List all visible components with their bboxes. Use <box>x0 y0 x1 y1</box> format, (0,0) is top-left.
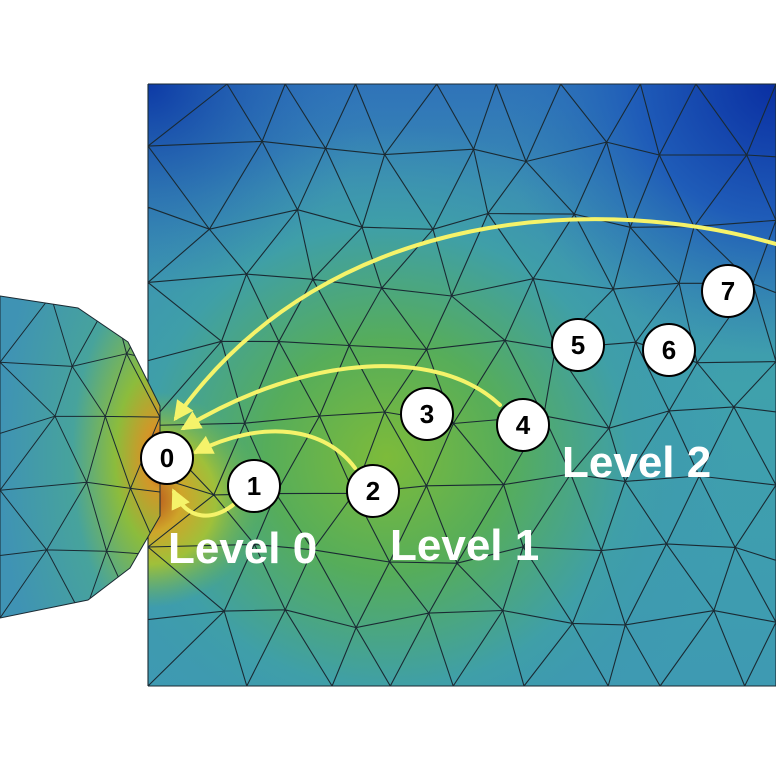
plate-mesh <box>147 83 776 687</box>
node-7-label: 7 <box>721 276 735 306</box>
indenter-body <box>0 295 161 619</box>
node-2: 2 <box>346 464 400 518</box>
arrow-4-to-0 <box>180 364 502 431</box>
node-0-label: 0 <box>160 443 174 473</box>
arrow-far-to-0 <box>173 217 776 422</box>
node-5-label: 5 <box>571 330 585 360</box>
node-4: 4 <box>496 398 550 452</box>
node-5: 5 <box>551 318 605 372</box>
node-6-label: 6 <box>662 335 676 365</box>
plate-field-hot <box>148 84 776 686</box>
arrow-1-to-0 <box>171 488 235 518</box>
plate-mesh-lines <box>147 83 776 687</box>
arrow-2-to-0 <box>192 429 357 470</box>
node-2-label: 2 <box>366 476 380 506</box>
node-6: 6 <box>642 323 696 377</box>
nodes: 0 1 2 3 4 5 6 7 <box>140 264 755 518</box>
node-3-label: 3 <box>420 399 434 429</box>
plate <box>147 83 776 687</box>
node-1: 1 <box>227 459 281 513</box>
indenter <box>0 295 161 619</box>
node-0: 0 <box>140 431 194 485</box>
level-1-label: Level 1 <box>390 521 539 570</box>
level-labels: Level 0 Level 1 Level 2 <box>168 438 711 573</box>
node-4-label: 4 <box>516 410 531 440</box>
node-3: 3 <box>400 387 454 441</box>
level-2-label: Level 2 <box>562 438 711 487</box>
level-0-label: Level 0 <box>168 524 317 573</box>
arrows <box>171 217 776 518</box>
node-7: 7 <box>701 264 755 318</box>
node-1-label: 1 <box>247 471 261 501</box>
